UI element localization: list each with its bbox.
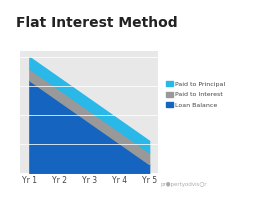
Legend: Paid to Principal, Paid to Interest, Loan Balance: Paid to Principal, Paid to Interest, Loa… bbox=[166, 81, 224, 108]
Text: pr●pertyodvis○r: pr●pertyodvis○r bbox=[160, 182, 206, 187]
Text: Flat Interest Method: Flat Interest Method bbox=[16, 16, 177, 30]
